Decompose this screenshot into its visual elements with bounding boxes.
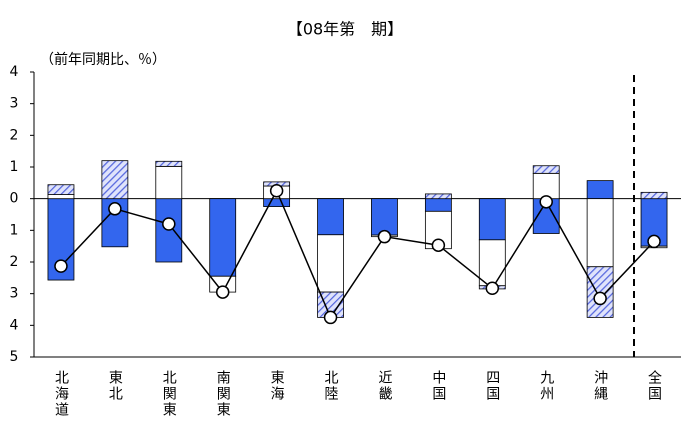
line-point (377, 229, 392, 244)
line-point (539, 195, 553, 209)
y-tick-label: 2 (10, 254, 19, 270)
x-tick-label: 九州 (538, 370, 554, 402)
y-tick-label: 3 (10, 286, 19, 302)
bar-segment (478, 198, 506, 241)
bar-segment (424, 193, 452, 200)
chart-title: 【08年第 期】 (287, 20, 403, 39)
line-point (54, 259, 68, 273)
line-point (162, 217, 176, 231)
bar-segment (424, 198, 452, 212)
x-tick-label: 全国 (646, 369, 662, 402)
bar-segment (47, 198, 75, 281)
bar-segment (532, 172, 560, 200)
y-tick-label: 5 (10, 349, 19, 365)
x-tick-label: 近畿 (376, 370, 392, 402)
y-axis-label: （前年同期比、％） (40, 51, 166, 68)
bar-segment (47, 194, 75, 200)
line-point (485, 281, 500, 296)
bar-segment (155, 165, 183, 200)
x-tick-label: 北関東 (161, 370, 177, 418)
bar-segment (478, 239, 506, 287)
bar-segment (317, 234, 344, 293)
bar-segment (371, 198, 398, 236)
y-tick-label: 2 (10, 127, 19, 143)
y-tick-label: 1 (10, 159, 19, 175)
x-tick-label: 南関東 (215, 370, 231, 418)
bar-segment (317, 198, 344, 236)
line-point (647, 234, 661, 249)
line-point (431, 238, 446, 252)
x-tick-label: 中国 (430, 370, 446, 402)
x-tick-label: 東海 (269, 370, 285, 402)
line-point (323, 310, 338, 325)
y-tick-label: 4 (10, 317, 19, 333)
bar-segment (209, 198, 237, 277)
x-tick-label: 東北 (107, 370, 123, 402)
bar-segment (47, 184, 75, 195)
x-tick-label: 北陸 (323, 370, 339, 402)
line-point (593, 291, 607, 306)
line-point (108, 202, 122, 216)
bar-segment (586, 180, 614, 200)
x-tick-label: 四国 (484, 370, 500, 402)
x-tick-label: 沖縄 (592, 370, 608, 402)
x-tick-label: 北海道 (53, 370, 69, 418)
y-tick-label: 3 (10, 96, 19, 112)
bar-segment (532, 165, 560, 174)
line-point (269, 184, 284, 198)
bar-segment (263, 198, 291, 207)
bar-segment (101, 160, 129, 200)
bar-segment (586, 198, 614, 268)
line-point (215, 285, 230, 299)
line (60, 189, 655, 319)
bar-segment (155, 160, 183, 167)
y-tick-label: 1 (10, 222, 19, 238)
y-tick-label: 0 (10, 191, 19, 207)
bar-segment (640, 191, 668, 200)
y-tick-label: 4 (10, 64, 19, 80)
